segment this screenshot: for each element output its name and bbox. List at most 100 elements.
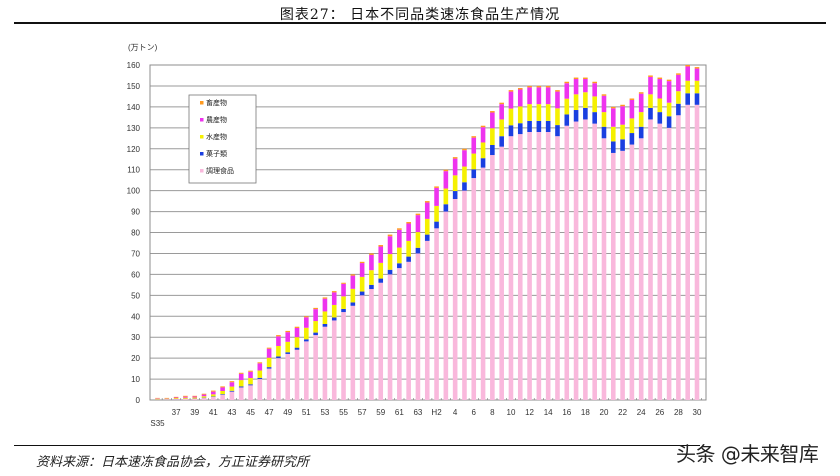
bar-segment (555, 125, 560, 137)
bar-segment (294, 326, 300, 328)
bar-segment (294, 347, 300, 350)
bar-segment (452, 157, 458, 159)
bar-segment (424, 201, 430, 203)
bar-segment (462, 150, 467, 167)
bar-segment (452, 158, 458, 176)
bar-segment (517, 88, 523, 90)
bar-segment (583, 77, 588, 80)
bar-segment (304, 327, 309, 340)
bar-segment (369, 284, 374, 290)
bar-segment (238, 387, 244, 400)
bar-stack (220, 386, 225, 400)
bar-stack (164, 397, 170, 400)
bar-segment (536, 120, 542, 132)
bar-segment (378, 246, 384, 263)
bar-segment (415, 232, 421, 248)
bar-segment (276, 335, 281, 337)
bar-segment (201, 396, 207, 398)
bar-segment (573, 121, 579, 400)
legend-swatch (200, 152, 204, 156)
bar-segment (294, 337, 300, 348)
bar-segment (173, 397, 179, 399)
y-tick-label: 140 (127, 103, 141, 112)
bar-segment (592, 96, 597, 113)
bar-segment (555, 90, 560, 92)
bar-segment (266, 348, 272, 358)
bar-segment (573, 110, 579, 122)
bar-segment (638, 112, 644, 127)
x-tick-label: 47 (265, 408, 274, 417)
bar-segment (406, 256, 411, 262)
bar-stack (620, 104, 625, 400)
bar-segment (583, 79, 588, 93)
bar-segment (266, 367, 272, 369)
bar-segment (676, 103, 681, 116)
legend-swatch (200, 169, 204, 173)
bar-stack (666, 79, 672, 400)
bar-segment (638, 93, 644, 113)
bar-segment (555, 108, 560, 126)
bar-segment (620, 104, 625, 107)
bar-segment (434, 228, 439, 400)
bar-segment (424, 234, 430, 241)
bar-segment (583, 92, 588, 108)
bar-segment (406, 223, 411, 241)
bar-stack (490, 111, 495, 400)
bar-segment (452, 175, 458, 192)
bar-stack (573, 77, 579, 400)
x-tick-label: 12 (525, 408, 534, 417)
bar-segment (629, 133, 635, 145)
legend-swatch (200, 101, 204, 105)
bar-segment (685, 66, 690, 81)
x-tick-label: 28 (674, 408, 683, 417)
x-tick-label: 26 (655, 408, 664, 417)
bar-segment (536, 85, 542, 88)
legend-label: 菓子類 (206, 149, 227, 158)
legend-label: 農産物 (206, 115, 227, 124)
bar-segment (183, 395, 188, 397)
bar-stack (276, 335, 281, 400)
legend-swatch (200, 135, 204, 139)
x-tick-label: 63 (413, 408, 422, 417)
bar-segment (238, 380, 244, 387)
bar-segment (304, 339, 309, 342)
bar-stack (341, 282, 346, 400)
bar-segment (685, 93, 690, 105)
bar-segment (583, 107, 588, 120)
bar-segment (406, 240, 411, 257)
bar-segment (415, 213, 421, 216)
bar-stack (499, 102, 504, 400)
x-tick-label: 14 (544, 408, 553, 417)
bar-segment (350, 275, 356, 289)
y-tick-label: 10 (131, 375, 140, 384)
bar-segment (676, 73, 681, 75)
bar-segment (201, 398, 207, 400)
y-axis-unit-label: (万トン) (128, 43, 158, 52)
x-tick-label: 55 (339, 408, 348, 417)
bar-segment (508, 108, 514, 126)
bar-segment (527, 104, 532, 121)
x-tick-label: 39 (190, 408, 199, 417)
bar-segment (471, 137, 477, 154)
bar-stack (443, 169, 449, 400)
bar-segment (694, 104, 700, 400)
bar-segment (378, 262, 384, 279)
bar-stack (462, 148, 467, 400)
bar-segment (462, 148, 467, 151)
bar-stack (294, 326, 300, 400)
bar-stack (266, 347, 272, 400)
bar-segment (610, 126, 616, 142)
bar-segment (601, 126, 607, 139)
bar-segment (369, 289, 374, 400)
bar-segment (397, 268, 402, 400)
bar-segment (452, 191, 458, 199)
bar-segment (462, 166, 467, 183)
bar-segment (601, 138, 607, 400)
bar-stack (471, 136, 477, 400)
bar-stack (304, 316, 309, 400)
bar-segment (545, 120, 551, 132)
bar-segment (638, 92, 644, 94)
x-tick-label: 10 (507, 408, 516, 417)
bar-segment (620, 106, 625, 125)
